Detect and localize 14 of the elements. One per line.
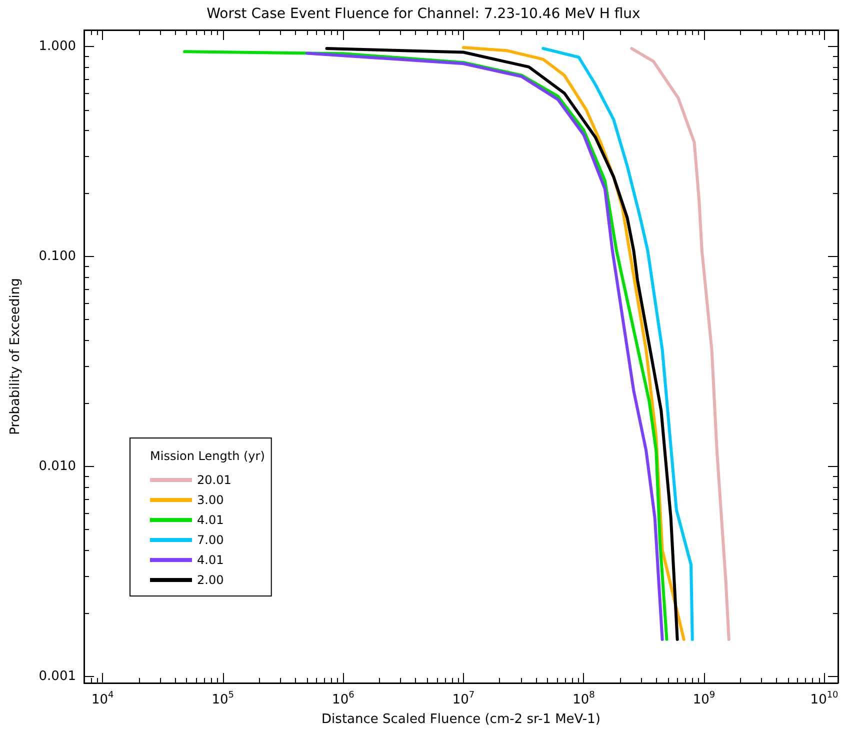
legend-label: 4.01 bbox=[197, 553, 224, 567]
chart-title: Worst Case Event Fluence for Channel: 7.23-10.46 MeV H flux bbox=[206, 6, 640, 22]
x-axis-title: Distance Scaled Fluence (cm-2 sr-1 MeV-1) bbox=[322, 712, 600, 727]
y-tick-label: 1.000 bbox=[38, 39, 76, 54]
y-tick-label: 0.010 bbox=[38, 458, 76, 474]
legend-label: 20.01 bbox=[197, 473, 232, 487]
legend-title: Mission Length (yr) bbox=[150, 449, 265, 463]
y-tick-label: 0.001 bbox=[38, 668, 76, 684]
y-tick-label: 0.100 bbox=[38, 249, 76, 264]
y-axis-title: Probability of Exceeding bbox=[8, 278, 23, 435]
legend-label: 2.00 bbox=[197, 573, 224, 587]
legend-label: 4.01 bbox=[197, 513, 224, 527]
legend-label: 7.00 bbox=[197, 533, 224, 547]
legend-label: 3.00 bbox=[197, 493, 224, 507]
